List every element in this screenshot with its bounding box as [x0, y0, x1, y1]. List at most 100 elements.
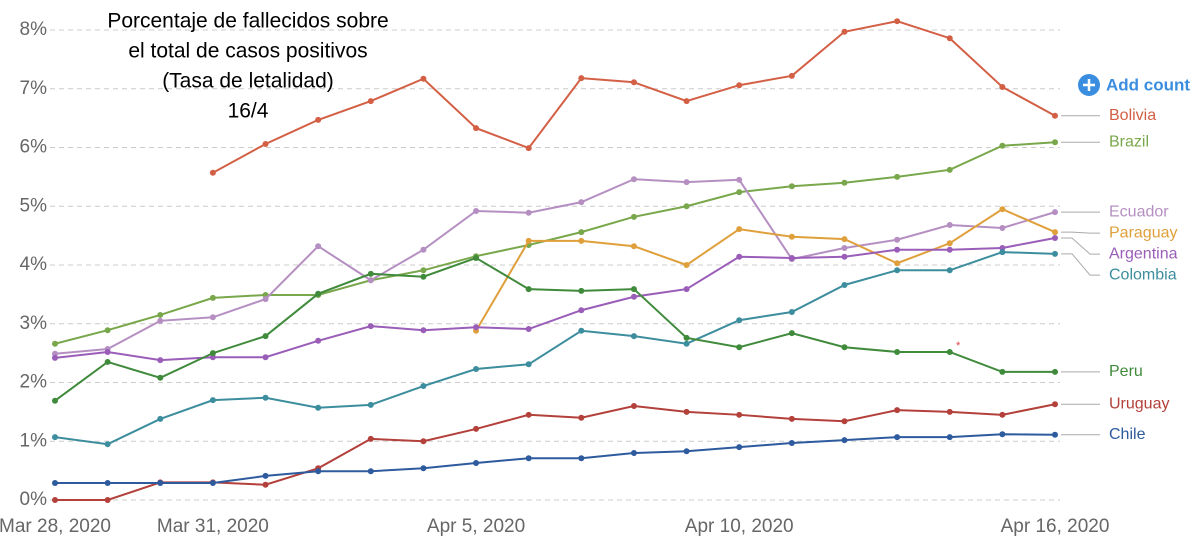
data-point: [209, 169, 216, 176]
data-point: [525, 237, 532, 244]
data-point: [578, 307, 585, 314]
data-point: [1052, 234, 1058, 241]
data-point: [367, 98, 374, 105]
legend-label: Ecuador: [1109, 203, 1169, 220]
data-point: [999, 206, 1006, 213]
data-point: [52, 497, 58, 503]
data-point: [157, 479, 164, 486]
data-point: [367, 468, 374, 475]
data-point: [841, 236, 848, 243]
data-point: [578, 75, 585, 82]
y-tick-label: 3%: [20, 313, 48, 334]
data-point: [367, 435, 374, 442]
data-point: [630, 79, 637, 86]
data-point: [946, 246, 953, 253]
data-point: [894, 267, 901, 274]
data-point: [841, 179, 848, 186]
data-point: [894, 407, 901, 414]
data-point: [52, 434, 58, 441]
data-point: [157, 415, 164, 422]
data-point: [894, 173, 901, 180]
data-point: [630, 213, 637, 220]
legend-connector: [1061, 237, 1100, 255]
y-tick-label: 0%: [20, 489, 48, 510]
data-point: [894, 18, 901, 25]
data-point: [578, 327, 585, 334]
data-point: [841, 437, 848, 444]
data-point: [104, 497, 111, 503]
data-point: [157, 374, 164, 381]
data-point: [894, 348, 901, 355]
data-point: [52, 354, 58, 361]
data-point: [104, 327, 111, 334]
data-point: [525, 455, 532, 462]
data-point: [420, 465, 427, 472]
x-tick-label: Apr 5, 2020: [427, 516, 525, 537]
data-point: [367, 323, 374, 330]
data-point: [52, 479, 58, 486]
data-point: [420, 383, 427, 390]
data-point: [736, 189, 743, 196]
data-point: [946, 348, 953, 355]
legend-label: Colombia: [1109, 266, 1177, 283]
note: *: [956, 340, 961, 352]
legend-label: Chile: [1109, 426, 1146, 443]
data-point: [525, 326, 532, 333]
legend-label: Paraguay: [1109, 224, 1178, 241]
data-point: [736, 344, 743, 351]
legend-label: Peru: [1109, 363, 1143, 380]
data-point: [788, 254, 795, 261]
data-point: [578, 455, 585, 462]
data-point: [473, 324, 480, 331]
legend-label: Bolivia: [1109, 107, 1156, 124]
data-point: [262, 296, 269, 303]
series-line: [54, 178, 1056, 355]
data-point: [630, 403, 637, 409]
data-point: [1052, 209, 1058, 216]
y-tick-label: 2%: [20, 372, 48, 393]
legend-label: Brazil: [1109, 133, 1149, 150]
button-label[interactable]: Add count: [1106, 75, 1190, 94]
data-point: [999, 142, 1006, 149]
data-point: [315, 468, 322, 475]
data-point: [999, 411, 1006, 418]
data-point: [578, 414, 585, 421]
data-point: [788, 440, 795, 447]
data-point: [788, 309, 795, 315]
data-point: [420, 273, 427, 280]
data-point: [841, 281, 848, 288]
data-point: [630, 286, 637, 293]
data-point: [788, 183, 795, 190]
data-point: [841, 244, 848, 251]
data-point: [946, 408, 953, 415]
data-point: [841, 418, 848, 425]
data-point: [473, 207, 480, 214]
button[interactable]: Add count: [1078, 74, 1190, 96]
data-point: [788, 233, 795, 240]
legend-connector: [1061, 231, 1100, 234]
data-point: [525, 411, 532, 418]
data-point: [315, 337, 322, 344]
data-point: [209, 350, 216, 357]
series-line: [55, 433, 1056, 484]
data-point: [157, 357, 164, 364]
data-point: [736, 176, 743, 183]
data-point: [1052, 229, 1058, 236]
chart-title: Porcentaje de fallecidos sobre: [107, 10, 388, 33]
data-point: [420, 267, 427, 274]
data-point: [683, 408, 690, 415]
data-point: [999, 224, 1006, 231]
data-point: [736, 82, 743, 89]
data-point: [1052, 368, 1058, 375]
data-point: [420, 246, 427, 253]
data-point: [209, 294, 216, 301]
x-tick-label: Mar 31, 2020: [157, 516, 269, 537]
data-point: [315, 116, 322, 123]
data-point: [420, 327, 427, 334]
data-point: [894, 434, 901, 441]
data-point: [683, 286, 690, 293]
data-point: [420, 438, 427, 445]
data-point: [367, 270, 374, 277]
